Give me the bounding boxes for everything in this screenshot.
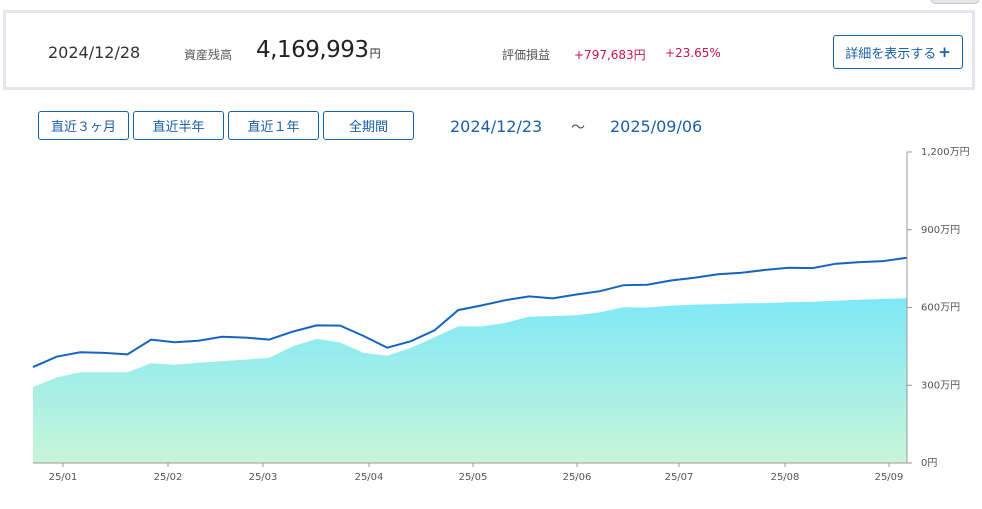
balance-label: 資産残高 bbox=[184, 48, 233, 62]
range-separator: ～ bbox=[571, 120, 585, 136]
range-6-months-button[interactable]: 直近半年 bbox=[133, 111, 224, 140]
asset-balance-line bbox=[32, 256, 908, 369]
y-tick-label: 600万円 bbox=[921, 303, 960, 314]
range-3-months-button[interactable]: 直近３ヶ月 bbox=[38, 111, 129, 140]
x-tick-label: 25/09 bbox=[875, 472, 904, 483]
eval-percent: +23.65% bbox=[665, 46, 721, 60]
x-tick-label: 25/01 bbox=[49, 472, 78, 483]
range-start-date: 2024/12/23 bbox=[450, 117, 543, 136]
y-tick-label: 1,200万円 bbox=[921, 147, 970, 158]
y-tick-label: 300万円 bbox=[921, 380, 960, 391]
eval-label: 評価損益 bbox=[502, 48, 551, 62]
eval-amount: +797,683円 bbox=[574, 48, 646, 62]
show-details-button[interactable]: 詳細を表示する + bbox=[833, 35, 963, 69]
x-tick-label: 25/04 bbox=[355, 472, 384, 483]
summary-date: 2024/12/28 bbox=[48, 43, 141, 62]
x-tick-label: 25/03 bbox=[249, 472, 278, 483]
x-tick-label: 25/02 bbox=[154, 472, 183, 483]
range-1-year-button[interactable]: 直近１年 bbox=[228, 111, 319, 140]
show-details-label: 詳細を表示する bbox=[845, 46, 937, 62]
range-all-button[interactable]: 全期間 bbox=[323, 111, 414, 140]
x-tick-label: 25/05 bbox=[459, 472, 488, 483]
summary-panel: 2024/12/28 資産残高 4,169,993円 評価損益 +797,683… bbox=[3, 10, 975, 90]
balance-unit: 円 bbox=[369, 47, 381, 60]
balance-amount: 4,169,993 bbox=[256, 37, 369, 63]
range-end-date: 2025/09/06 bbox=[610, 117, 703, 136]
balance-value: 4,169,993円 bbox=[256, 37, 381, 63]
principal-area bbox=[33, 298, 907, 463]
x-tick-label: 25/06 bbox=[563, 472, 592, 483]
y-tick-label: 900万円 bbox=[921, 225, 960, 236]
x-tick-label: 25/08 bbox=[771, 472, 800, 483]
y-tick-label: 0円 bbox=[921, 458, 937, 469]
plus-icon: + bbox=[938, 43, 951, 61]
x-tick-label: 25/07 bbox=[665, 472, 694, 483]
